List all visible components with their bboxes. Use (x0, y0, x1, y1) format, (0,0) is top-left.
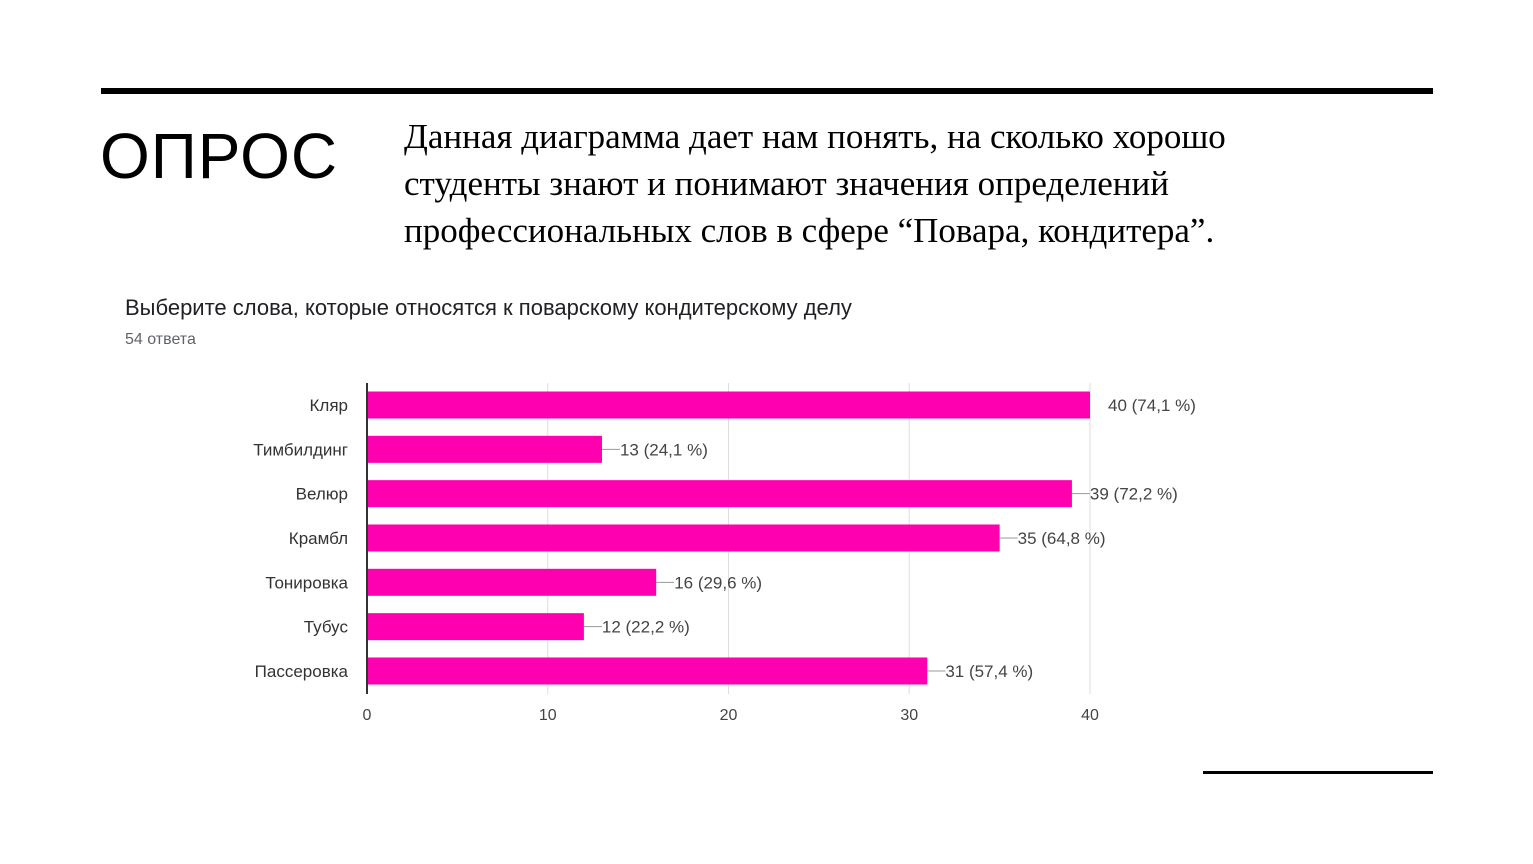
category-label: Крамбл (289, 529, 348, 548)
slide-title: ОПРОС (100, 120, 339, 192)
category-label: Пассеровка (255, 662, 349, 681)
bar (367, 480, 1072, 508)
slide-description: Данная диаграмма дает нам понять, на ско… (404, 117, 1226, 250)
category-label: Тонировка (265, 573, 348, 592)
data-label: 35 (64,8 %) (1018, 529, 1106, 548)
top-divider (101, 88, 1433, 94)
x-tick-label: 30 (900, 707, 918, 724)
bar (367, 524, 1000, 552)
bar (367, 613, 584, 641)
bar (367, 391, 1090, 419)
chart-title: Выберите слова, которые относятся к пова… (125, 295, 852, 320)
x-tick-label: 0 (363, 707, 372, 724)
bar (367, 435, 602, 463)
category-label: Велюр (296, 485, 348, 504)
data-label: 31 (57,4 %) (945, 662, 1033, 681)
data-label: 12 (22,2 %) (602, 618, 690, 637)
data-label: 40 (74,1 %) (1108, 396, 1196, 415)
data-label: 16 (29,6 %) (674, 573, 762, 592)
data-label: 13 (24,1 %) (620, 440, 708, 459)
category-label: Тимбилдинг (253, 440, 348, 459)
data-label: 39 (72,2 %) (1090, 485, 1178, 504)
x-tick-label: 40 (1081, 707, 1099, 724)
category-label: Кляр (310, 396, 348, 415)
x-tick-label: 20 (720, 707, 738, 724)
category-label: Тубус (304, 618, 349, 637)
x-tick-label: 10 (539, 707, 557, 724)
bottom-divider (1203, 771, 1433, 774)
bar (367, 568, 657, 596)
chart-subtitle: 54 ответа (125, 331, 196, 348)
bar (367, 657, 928, 685)
